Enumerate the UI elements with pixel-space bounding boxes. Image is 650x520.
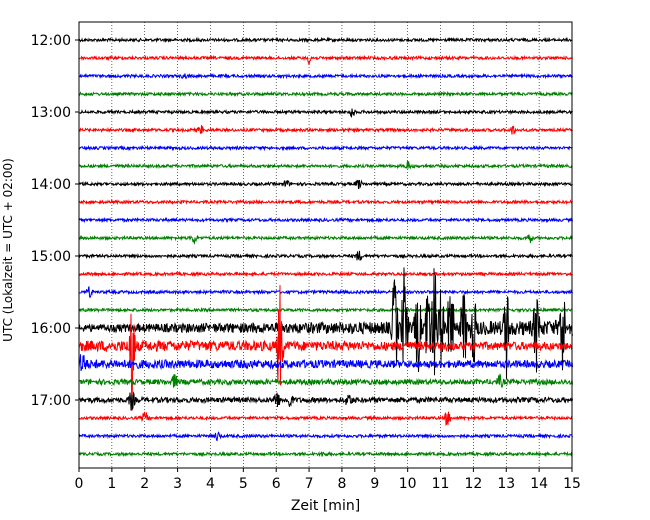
trace-row-1645 [78, 373, 573, 389]
trace-row-1200 [78, 36, 573, 44]
trace-row-1330 [78, 144, 573, 152]
x-tick-label: 6 [272, 476, 281, 492]
trace-rows [78, 36, 573, 458]
trace-row-1615 [78, 285, 573, 411]
x-tick-label: 4 [206, 476, 215, 492]
trace-row-1515 [78, 270, 573, 278]
y-axis-label: UTC (Lokalzeit = UTC + 02:00) [1, 158, 15, 342]
x-axis-ticks: 0 1 2 3 4 5 6 7 8 9 10 11 12 13 14 15 [75, 468, 581, 492]
x-tick-label: 0 [75, 476, 84, 492]
trace-row-1400 [78, 179, 573, 190]
x-tick-label: 10 [399, 476, 417, 492]
trace-row-1245 [78, 90, 573, 98]
trace-row-1500 [78, 250, 573, 261]
trace-row-1215 [78, 54, 573, 66]
x-tick-label: 14 [530, 476, 548, 492]
y-tick-label: 17:00 [31, 393, 71, 409]
x-tick-label: 11 [432, 476, 450, 492]
trace-row-1745 [78, 450, 573, 458]
trace-row-1300 [78, 108, 573, 118]
x-axis-label: Zeit [min] [291, 498, 360, 514]
x-tick-label: 5 [239, 476, 248, 492]
x-tick-label: 13 [497, 476, 515, 492]
trace-row-1445 [78, 234, 573, 245]
trace-row-1345 [78, 160, 573, 170]
trace-row-1630 [78, 354, 573, 372]
trace-row-1700 [78, 391, 573, 411]
trace-row-1715 [78, 411, 573, 426]
trace-row-1545 [78, 306, 573, 314]
y-tick-label: 15:00 [31, 249, 71, 265]
trace-row-1530 [78, 286, 573, 299]
y-tick-label: 13:00 [31, 105, 71, 121]
y-axis-ticks: 12:00 13:00 14:00 15:00 16:00 17:00 [31, 33, 79, 409]
x-tick-label: 12 [464, 476, 482, 492]
x-tick-label: 1 [107, 476, 116, 492]
y-tick-label: 16:00 [31, 321, 71, 337]
x-tick-label: 7 [305, 476, 314, 492]
trace-row-1315 [78, 125, 573, 135]
x-tick-label: 2 [140, 476, 149, 492]
x-tick-label: 8 [337, 476, 346, 492]
x-tick-label: 15 [563, 476, 581, 492]
y-tick-label: 14:00 [31, 177, 71, 193]
trace-row-1415 [78, 198, 573, 206]
plot-frame [78, 21, 573, 469]
trace-row-1730 [78, 431, 573, 442]
trace-row-1600 [78, 267, 573, 379]
x-tick-label: 9 [370, 476, 379, 492]
x-tick-label: 3 [173, 476, 182, 492]
y-tick-label: 12:00 [31, 33, 71, 49]
trace-row-1230 [78, 72, 573, 80]
trace-row-1430 [78, 216, 573, 224]
